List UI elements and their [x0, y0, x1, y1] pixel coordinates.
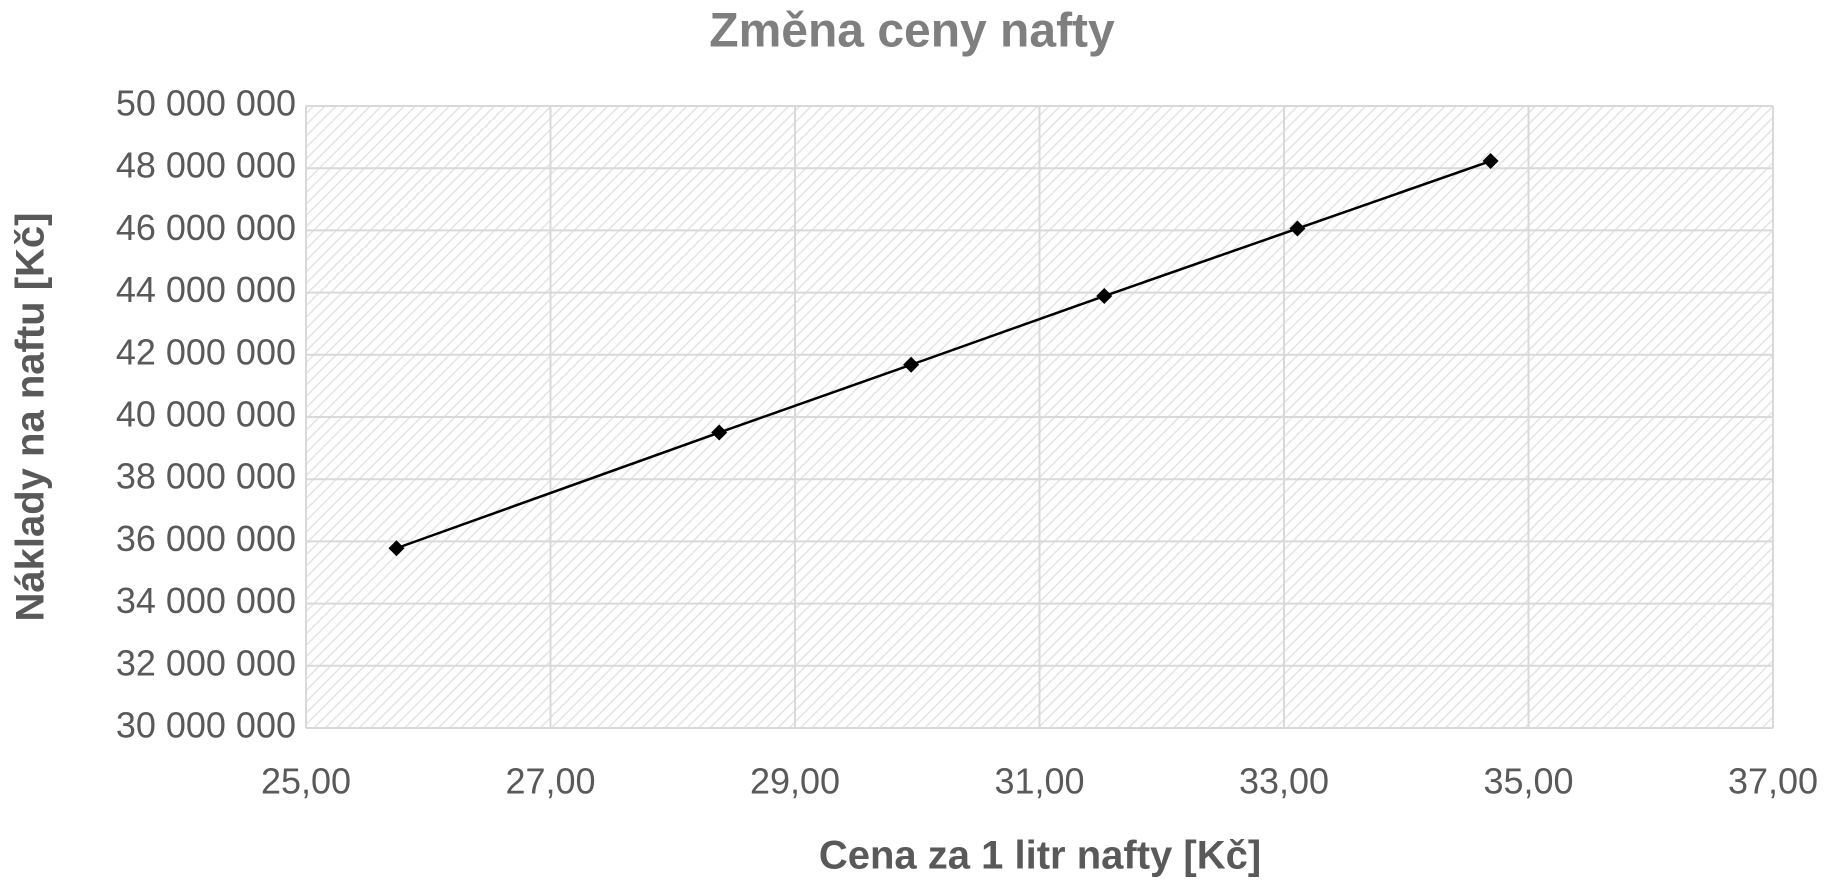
y-tick-label: 34 000 000 [116, 580, 296, 621]
x-tick-label: 33,00 [1239, 761, 1329, 802]
y-tick-label: 32 000 000 [116, 642, 296, 683]
y-tick-label: 36 000 000 [116, 518, 296, 559]
marker [711, 424, 728, 441]
y-tick-label: 48 000 000 [116, 145, 296, 186]
marker [1096, 288, 1113, 305]
y-tick-label: 46 000 000 [116, 207, 296, 248]
x-axis-label: Cena za 1 litr nafty [Kč] [819, 834, 1261, 878]
y-tick-label: 38 000 000 [116, 456, 296, 497]
x-tick-label: 35,00 [1483, 761, 1573, 802]
series-line [396, 159, 1492, 550]
x-tick-label: 27,00 [505, 761, 595, 802]
marker [1482, 153, 1499, 170]
x-tick-label: 31,00 [994, 761, 1084, 802]
y-tick-label: 40 000 000 [116, 394, 296, 435]
chart-title: Změna ceny nafty [709, 5, 1115, 58]
y-tick-label: 42 000 000 [116, 331, 296, 372]
x-tick-label: 25,00 [261, 761, 351, 802]
marker [903, 356, 920, 373]
y-tick-label: 30 000 000 [116, 705, 296, 746]
marker [388, 540, 405, 557]
y-tick-label: 50 000 000 [116, 83, 296, 124]
x-tick-label: 37,00 [1728, 761, 1818, 802]
y-axis-label: Náklady na naftu [Kč] [9, 213, 53, 622]
y-tick-label: 44 000 000 [116, 269, 296, 310]
marker [1289, 220, 1306, 237]
x-tick-label: 29,00 [750, 761, 840, 802]
